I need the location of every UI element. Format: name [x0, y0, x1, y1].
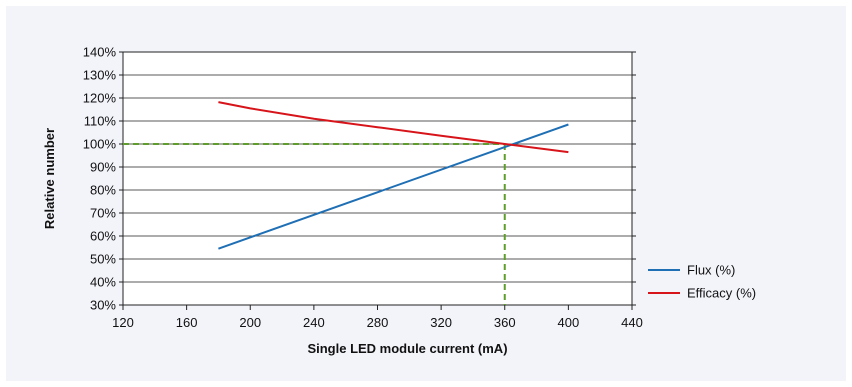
y-tick-label: 130%: [83, 68, 117, 83]
y-tick-label: 140%: [83, 45, 117, 60]
y-tick-label: 60%: [90, 229, 116, 244]
y-tick-label: 120%: [83, 91, 117, 106]
y-tick-label: 100%: [83, 137, 117, 152]
x-tick-label: 280: [367, 315, 389, 330]
x-tick-label: 160: [176, 315, 198, 330]
x-tick-label: 360: [494, 315, 516, 330]
x-tick-label: 400: [558, 315, 580, 330]
y-tick-label: 40%: [90, 275, 116, 290]
y-tick-label: 30%: [90, 298, 116, 313]
x-axis-title: Single LED module current (mA): [307, 341, 507, 356]
line-chart: 30% 40% 50% 60% 70% 80% 90% 100% 110% 120% 130% 140…: [42, 45, 756, 357]
y-tick-label: 80%: [90, 183, 116, 198]
y-axis-title: Relative number: [42, 128, 57, 229]
plot-area: [123, 52, 632, 305]
chart-panel: 30% 40% 50% 60% 70% 80% 90% 100% 110% 120% 130% 140…: [6, 6, 846, 381]
legend-label-1: Efficacy (%): [687, 286, 756, 301]
series-line-1: [218, 101, 569, 154]
y-tick-label: 70%: [90, 206, 116, 221]
legend-label-0: Flux (%): [687, 263, 735, 278]
y-tick-label: 110%: [84, 114, 117, 129]
x-tick-label: 200: [239, 315, 261, 330]
x-tick-label: 120: [112, 315, 134, 330]
y-tick-label: 90%: [90, 160, 116, 175]
x-tick-label: 440: [621, 315, 643, 330]
x-tick-label: 240: [303, 315, 325, 330]
x-tick-label: 320: [430, 315, 452, 330]
y-tick-label: 50%: [90, 252, 116, 267]
